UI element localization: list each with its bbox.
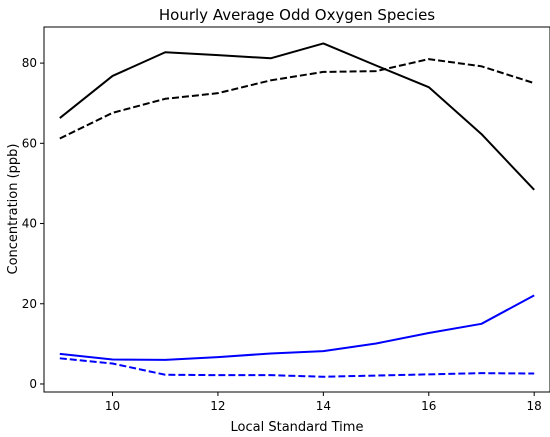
- y-tick-label: 80: [22, 56, 37, 70]
- series-group: [59, 42, 535, 378]
- x-axis-ticks: 10 12 14 16 18: [105, 392, 542, 413]
- y-axis-ticks: 0 20 40 60 80: [22, 56, 44, 391]
- series-line-3: [59, 294, 535, 361]
- plot-frame: [43, 26, 550, 393]
- x-axis-label: Local Standard Time: [231, 420, 364, 435]
- series-line-2: [59, 58, 535, 140]
- series-line-1: [59, 42, 535, 191]
- x-tick-label: 12: [210, 399, 225, 413]
- x-tick-label: 10: [105, 399, 120, 413]
- y-axis-label: Concentration (ppb): [6, 144, 21, 275]
- y-tick-label: 0: [29, 377, 37, 391]
- y-tick-label: 60: [22, 136, 37, 150]
- y-tick-label: 40: [22, 217, 37, 231]
- x-tick-label: 18: [527, 399, 542, 413]
- chart-title: Hourly Average Odd Oxygen Species: [159, 6, 435, 24]
- x-tick-label: 16: [421, 399, 436, 413]
- x-tick-label: 14: [316, 399, 331, 413]
- plot-area: [43, 26, 550, 393]
- y-tick-label: 20: [22, 297, 37, 311]
- series-line-4: [59, 357, 535, 378]
